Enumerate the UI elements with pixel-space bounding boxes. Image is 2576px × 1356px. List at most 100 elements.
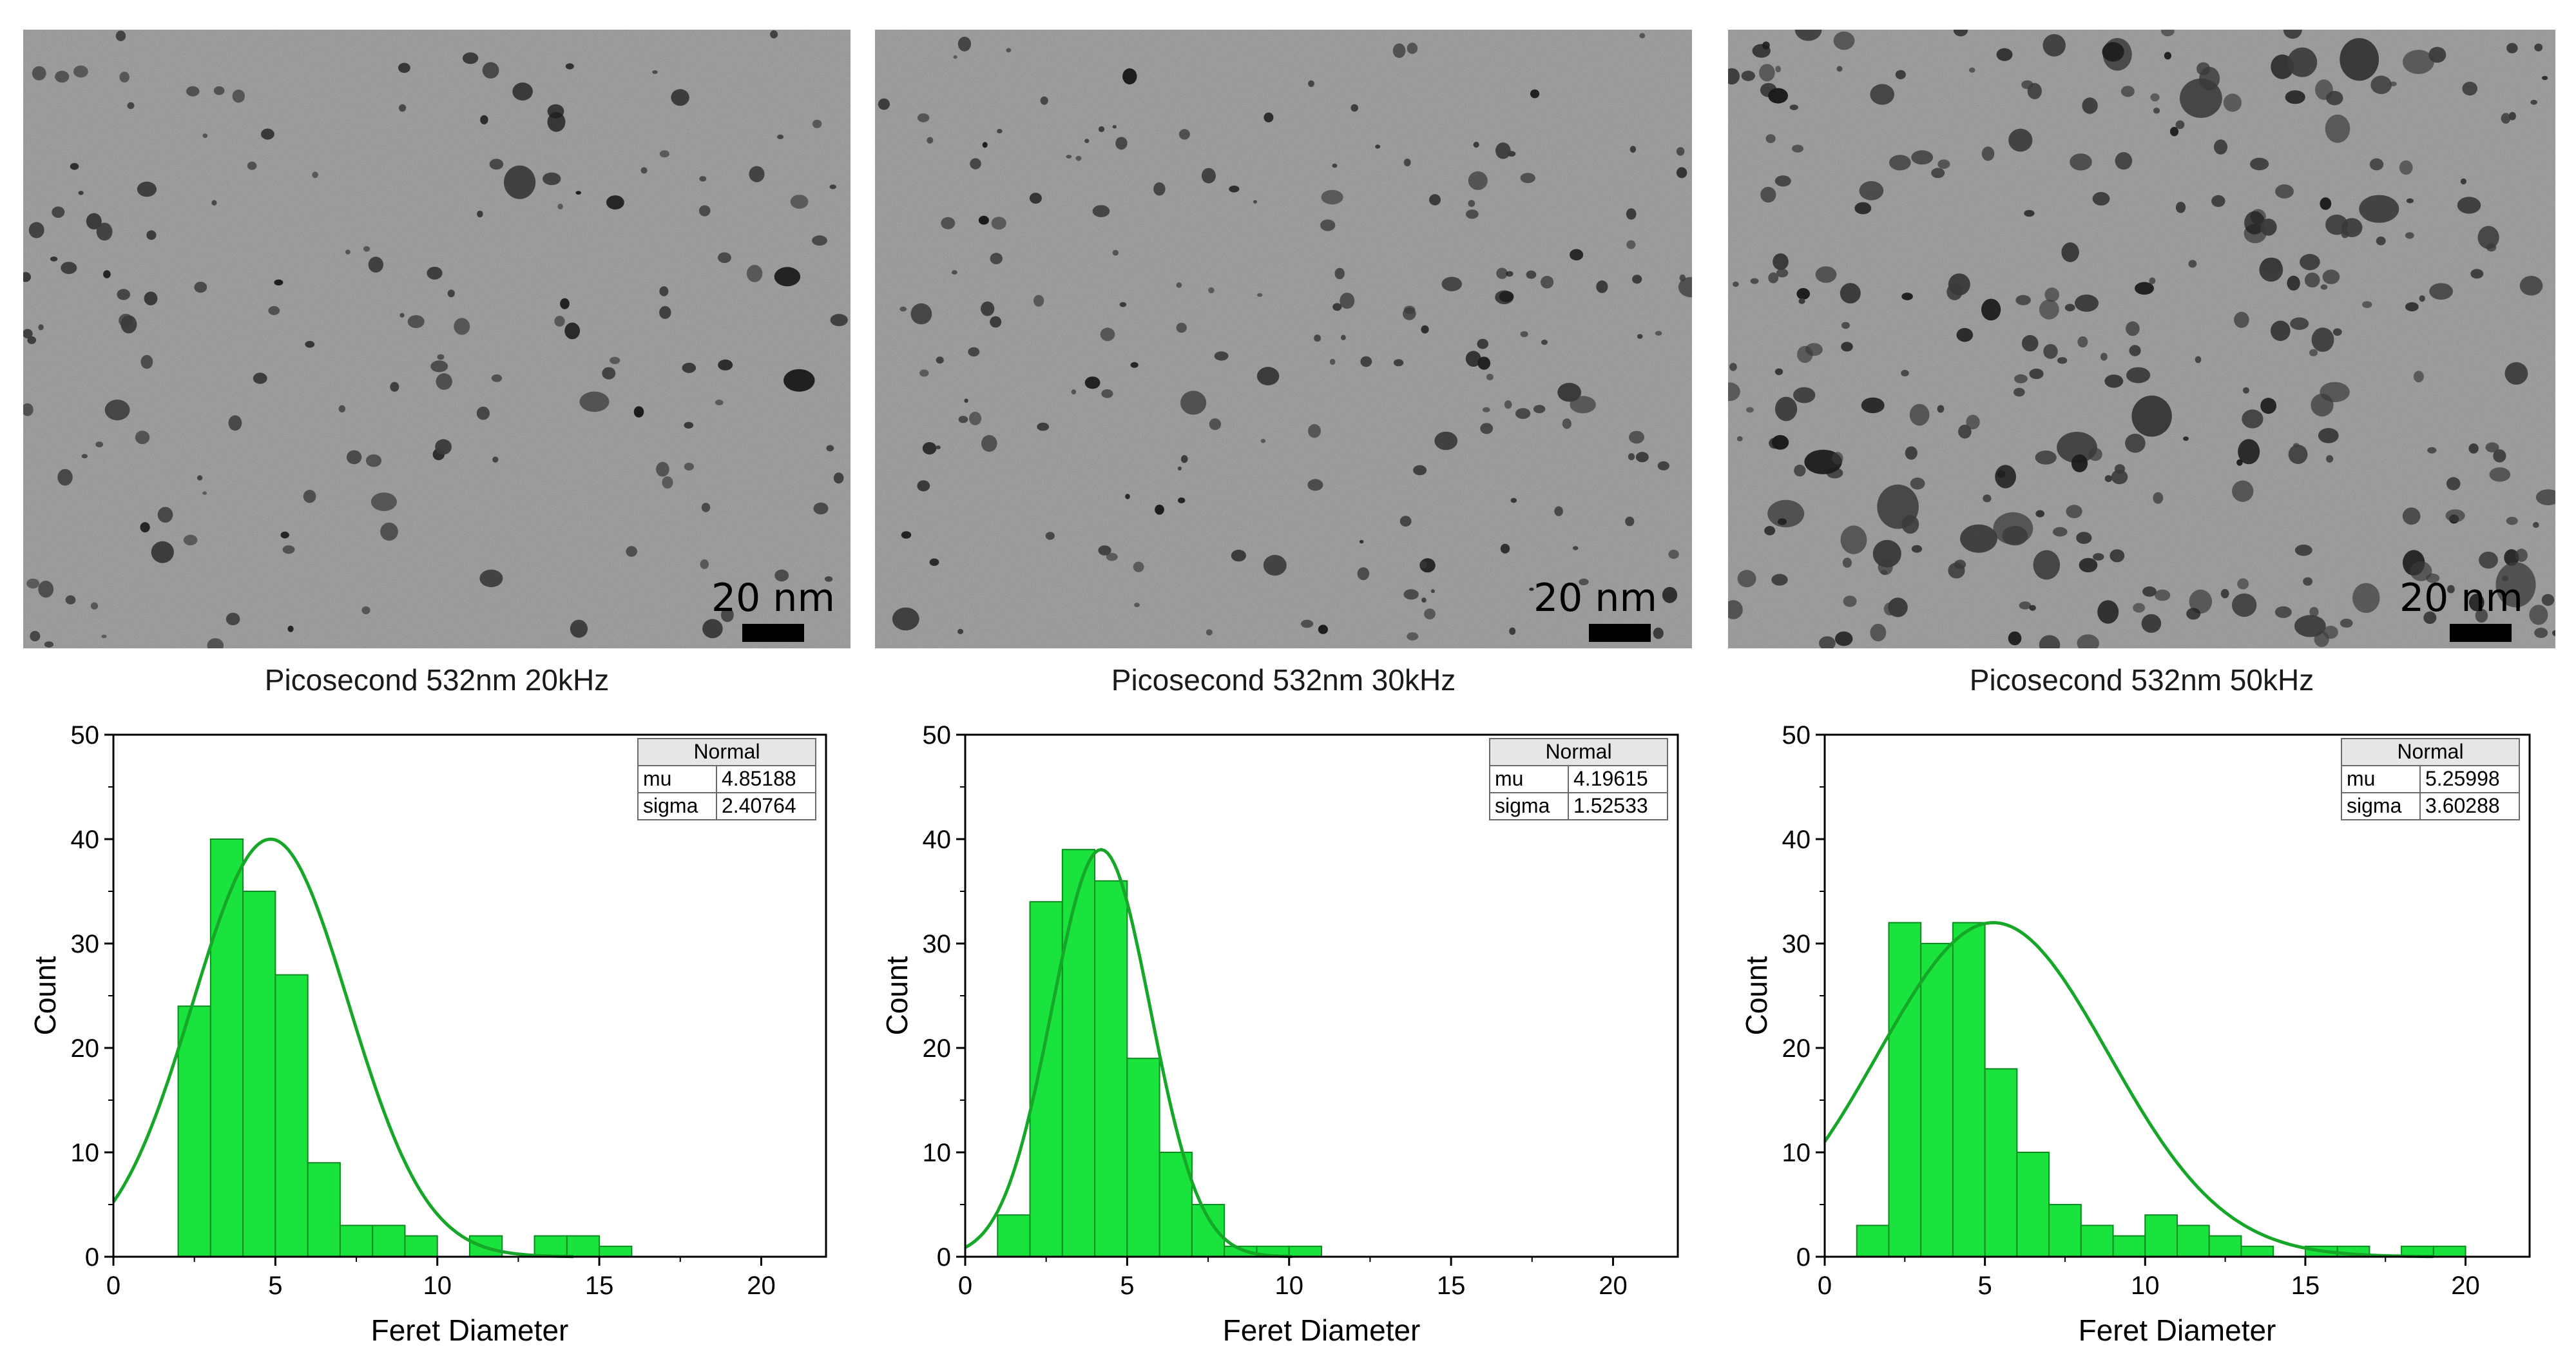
histogram-bar [1952, 922, 1986, 1258]
nanoparticle [1789, 104, 1798, 110]
nanoparticle [2427, 447, 2437, 454]
nanoparticle [2100, 353, 2108, 361]
nanoparticle [2114, 464, 2126, 474]
nanoparticle [982, 142, 988, 148]
nanoparticle [1477, 338, 1488, 349]
tem-micrograph [1728, 30, 2555, 648]
nanoparticle [1229, 186, 1240, 193]
nanoparticle [1098, 126, 1105, 132]
nanoparticle [1307, 479, 1323, 491]
nanoparticle [2153, 108, 2160, 114]
tem-image: 20 nm [23, 30, 851, 648]
nanoparticle [1314, 334, 1321, 342]
nanoparticle [2501, 576, 2509, 581]
nanoparticle [2294, 545, 2312, 556]
nanoparticle [1033, 295, 1044, 307]
nanoparticle [1956, 327, 1974, 342]
nanoparticle [2475, 608, 2488, 623]
nanoparticle [2320, 197, 2332, 210]
nanoparticle [978, 215, 989, 225]
nanoparticle [2359, 195, 2399, 223]
histogram-bar [307, 1162, 341, 1258]
nanoparticle [1071, 389, 1077, 394]
nanoparticle [1419, 561, 1427, 569]
histogram-bar [2080, 1225, 2114, 1258]
nanoparticle [2189, 589, 2213, 614]
nanoparticle [398, 63, 410, 73]
nanoparticle [1668, 549, 1679, 559]
nanoparticle [2070, 153, 2092, 171]
nanoparticle [1308, 80, 1314, 87]
nanoparticle [2077, 634, 2099, 648]
panel-caption: Picosecond 532nm 50kHz [1969, 663, 2314, 697]
nanoparticle [1958, 424, 1972, 439]
nanoparticle [2135, 282, 2154, 295]
nanoparticle [27, 336, 37, 344]
fit-table-cell [1489, 792, 1569, 820]
nanoparticle [2326, 455, 2334, 463]
fit-param-name: mu [643, 767, 671, 790]
nanoparticle [783, 369, 815, 392]
fit-param-name: sigma [1495, 794, 1550, 817]
nanoparticle [2155, 589, 2171, 601]
nanoparticle [1329, 358, 1336, 365]
nanoparticle [1112, 125, 1117, 129]
histogram-bar [599, 1245, 633, 1257]
nanoparticle [1570, 396, 1596, 414]
nanoparticle [919, 369, 929, 377]
nanoparticle [770, 30, 778, 39]
nanoparticle [197, 475, 203, 481]
nanoparticle [2541, 594, 2555, 606]
nanoparticle [2027, 82, 2042, 99]
nanoparticle [274, 279, 284, 286]
nanoparticle [1833, 31, 1855, 50]
tem-image: 20 nm [1728, 30, 2555, 648]
nanoparticle [715, 400, 724, 405]
fit-table-cell [637, 765, 717, 793]
nanoparticle [824, 576, 833, 582]
fit-table-cell [716, 765, 816, 793]
nanoparticle [2322, 269, 2340, 284]
normal-fit-curve [111, 837, 573, 1259]
nanoparticle [1125, 494, 1130, 499]
nanoparticle [2161, 30, 2175, 37]
nanoparticle [1434, 431, 1458, 450]
x-tick-label: 15 [2291, 1272, 2320, 1300]
nanoparticle [1632, 275, 1642, 284]
nanoparticle [261, 128, 274, 140]
nanoparticle [1773, 253, 1789, 271]
nanoparticle [1332, 163, 1338, 168]
nanoparticle [910, 303, 932, 325]
nanoparticle [1841, 322, 1850, 329]
nanoparticle [2376, 237, 2386, 246]
nanoparticle [70, 162, 79, 170]
nanoparticle [57, 469, 73, 486]
y-tick-label: 30 [1782, 930, 1811, 958]
nanoparticle [1637, 334, 1643, 339]
nanoparticle [702, 619, 723, 639]
nanoparticle [2320, 284, 2328, 290]
nanoparticle [1750, 278, 1759, 284]
nanoparticle [2423, 611, 2437, 625]
nanoparticle [1308, 424, 1321, 438]
nanoparticle [2405, 302, 2419, 312]
x-tick-label: 0 [958, 1272, 972, 1300]
nanoparticle [2304, 272, 2320, 288]
nanoparticle [2323, 625, 2338, 639]
histogram-bar [2240, 1245, 2274, 1257]
nanoparticle [144, 291, 158, 305]
nanoparticle [1762, 41, 1770, 50]
nanoparticle [2104, 374, 2124, 388]
histogram-chart: 0 5 10 15 20 0 10 20 30 40 50 Feret Diameter Count No… [880, 721, 1679, 1347]
histogram-bar [1061, 849, 1096, 1257]
nanoparticle [1413, 465, 1427, 476]
nanoparticle [990, 316, 1002, 328]
nanoparticle [2126, 321, 2140, 336]
nanoparticle [2244, 211, 2265, 235]
nanoparticle [253, 373, 267, 384]
nanoparticle [1895, 70, 1906, 79]
nanoparticle [1655, 331, 1662, 336]
nanoparticle [427, 266, 443, 280]
nanoparticle [1796, 288, 1810, 300]
nanoparticle [958, 416, 968, 423]
